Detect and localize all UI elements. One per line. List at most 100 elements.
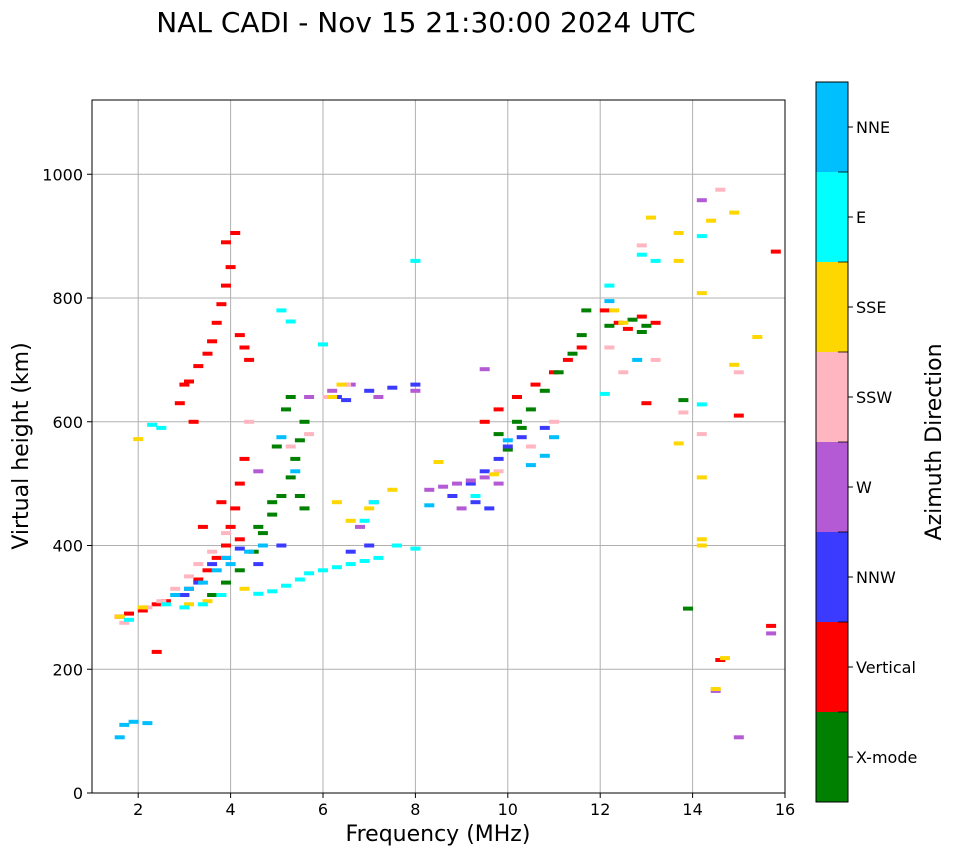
data-point-nne <box>184 586 194 591</box>
y-tick-label: 800 <box>52 289 83 308</box>
data-point-vertical <box>124 611 134 616</box>
data-point-ssw <box>549 419 559 424</box>
colorbar-tick-label: SSW <box>856 388 892 407</box>
data-point-e <box>368 500 379 505</box>
x-tick-label: 4 <box>226 800 236 819</box>
data-point-vertical <box>202 568 213 573</box>
data-point-ssw <box>119 620 130 625</box>
data-point-e <box>373 555 384 560</box>
data-point-e <box>359 559 370 563</box>
data-point-vertical <box>599 308 610 313</box>
data-point-vertical <box>530 382 541 387</box>
data-point-e <box>410 258 421 263</box>
data-point-x-mode <box>581 308 592 313</box>
data-point-vertical <box>174 401 185 406</box>
data-point-e <box>345 562 356 567</box>
data-point-vertical <box>193 364 204 369</box>
data-point-e <box>696 234 707 239</box>
data-point-vertical <box>234 537 245 542</box>
data-point-sse <box>729 362 740 367</box>
colorbar-tick-label: SSE <box>856 298 886 317</box>
data-point-sse <box>364 506 375 511</box>
data-point-x-mode <box>221 580 231 585</box>
data-point-x-mode <box>516 425 527 430</box>
data-point-nne <box>114 735 125 740</box>
data-point-nnw <box>539 425 550 430</box>
data-point-x-mode <box>294 494 305 498</box>
data-point-nnw <box>364 388 375 393</box>
data-point-x-mode <box>636 330 647 334</box>
data-point-vertical <box>479 419 490 424</box>
data-point-e <box>331 565 342 570</box>
data-point-e <box>391 543 402 548</box>
data-point-x-mode <box>512 419 522 424</box>
data-point-x-mode <box>253 524 264 529</box>
data-point-x-mode <box>276 494 287 498</box>
data-point-ssw <box>636 243 647 248</box>
colorbar-tick-label: NNW <box>856 568 896 587</box>
x-axis-label: Frequency (MHz) <box>346 822 531 847</box>
data-point-vertical <box>770 249 781 254</box>
data-point-sse <box>696 543 707 548</box>
data-point-e <box>285 319 296 324</box>
data-point-ssw <box>221 531 231 536</box>
data-point-w <box>410 388 421 393</box>
data-point-sse <box>239 586 250 591</box>
data-point-sse <box>696 475 707 480</box>
data-point-ssw <box>207 549 218 554</box>
data-point-vertical <box>211 555 222 560</box>
data-point-x-mode <box>627 317 638 322</box>
colorbar-segment <box>816 352 848 442</box>
colorbar-segment <box>816 532 848 622</box>
data-point-vertical <box>225 524 236 529</box>
data-point-e <box>636 252 647 257</box>
data-point-sse <box>696 537 707 542</box>
data-point-vertical <box>576 345 587 350</box>
data-point-e <box>156 425 167 430</box>
data-point-ssw <box>604 345 615 350</box>
data-point-sse <box>488 472 499 477</box>
data-point-vertical <box>221 240 231 245</box>
data-point-nnw <box>179 593 190 597</box>
data-point-nne <box>170 593 181 597</box>
data-point-vertical <box>636 314 647 319</box>
data-point-e <box>294 577 305 582</box>
x-tick-label: 8 <box>410 800 420 819</box>
data-point-ssw <box>733 370 744 375</box>
data-point-nne <box>221 555 231 560</box>
x-tick-label: 12 <box>590 800 610 819</box>
data-point-vertical <box>225 265 236 270</box>
colorbar-label: Azimuth Direction <box>922 343 947 540</box>
data-point-nnw <box>484 506 495 511</box>
colorbar-segment <box>816 622 848 712</box>
data-point-ssw <box>715 187 726 192</box>
data-point-w <box>253 469 264 474</box>
data-point-e <box>281 583 291 588</box>
data-point-x-mode <box>271 444 282 449</box>
data-point-vertical <box>151 649 162 654</box>
data-point-sse <box>433 460 444 464</box>
data-point-e <box>318 342 328 347</box>
data-point-sse <box>114 614 125 619</box>
data-point-e <box>410 546 421 551</box>
data-point-x-mode <box>641 323 652 328</box>
x-tick-label: 6 <box>318 800 328 819</box>
data-point-x-mode <box>234 568 245 573</box>
data-point-w <box>733 735 744 740</box>
data-point-w <box>438 484 449 489</box>
data-point-nne <box>502 438 513 443</box>
y-tick-label: 0 <box>73 784 83 803</box>
data-point-sse <box>336 382 347 387</box>
data-point-nnw <box>493 456 504 461</box>
data-point-x-mode <box>539 388 550 393</box>
x-tick-label: 14 <box>682 800 702 819</box>
data-point-vertical <box>239 456 250 461</box>
data-point-vertical <box>622 326 633 331</box>
data-point-w <box>452 481 462 486</box>
data-points <box>114 187 781 740</box>
data-point-w <box>766 631 777 636</box>
data-point-x-mode <box>281 407 291 412</box>
data-point-x-mode <box>290 456 301 461</box>
data-point-w <box>456 506 467 511</box>
